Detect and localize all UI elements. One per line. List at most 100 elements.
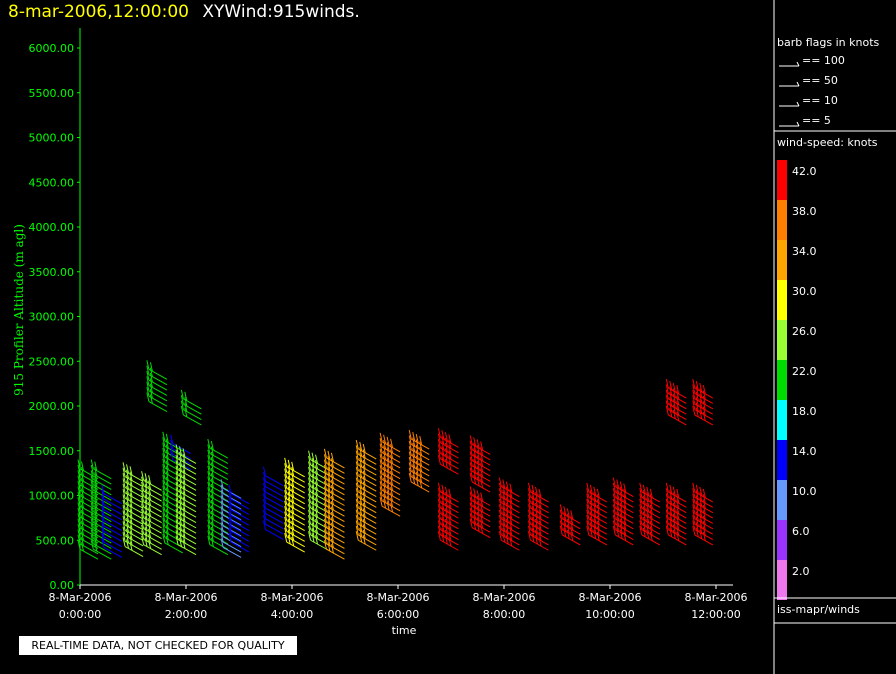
wind-barb xyxy=(90,502,112,523)
wind-barb xyxy=(90,513,112,533)
wind-barb xyxy=(692,515,714,535)
wind-barb xyxy=(308,509,329,530)
wind-barb xyxy=(586,525,608,546)
wind-barb xyxy=(175,455,197,475)
wind-barb xyxy=(498,520,520,540)
y-tick-label: 3500.00 xyxy=(29,266,75,279)
wind-barb xyxy=(220,527,242,548)
wind-barb xyxy=(263,472,284,492)
wind-barb xyxy=(323,518,345,539)
wind-barb xyxy=(207,465,229,486)
speed-swatch xyxy=(777,280,787,320)
speed-swatch xyxy=(777,200,787,240)
wind-barb xyxy=(162,533,184,554)
wind-barb xyxy=(498,477,520,497)
wind-barb xyxy=(77,529,99,549)
wind-barb xyxy=(220,511,242,531)
barb-legend-title: barb flags in knots xyxy=(777,36,880,49)
wind-barb xyxy=(207,535,229,556)
wind-barb xyxy=(228,527,250,548)
wind-barb xyxy=(355,525,377,546)
title-product: XYWind:915winds. xyxy=(202,2,360,22)
wind-barb xyxy=(408,446,430,466)
wind-barb xyxy=(437,433,459,454)
wind-barb xyxy=(528,488,549,508)
wind-barb xyxy=(175,476,197,497)
wind-barb xyxy=(379,491,401,512)
wind-barb xyxy=(665,515,687,535)
wind-barb xyxy=(586,482,608,503)
wind-barb xyxy=(498,488,520,508)
wind-barb xyxy=(141,535,162,556)
wind-barb xyxy=(528,520,549,540)
wind-barb xyxy=(498,531,520,551)
wind-barb xyxy=(692,400,714,421)
y-tick-label: 2500.00 xyxy=(29,355,75,368)
x-tick-time: 6:00:00 xyxy=(377,608,419,621)
wind-barb xyxy=(141,498,162,518)
wind-barb xyxy=(207,455,229,475)
wind-barb xyxy=(586,488,608,508)
y-tick-label: 1000.00 xyxy=(29,490,75,503)
wind-barb xyxy=(284,457,305,478)
wind-barb xyxy=(77,459,99,480)
speed-label: 38.0 xyxy=(792,205,817,218)
wind-barb xyxy=(146,381,168,402)
wind-barb xyxy=(586,520,608,540)
wind-barb xyxy=(90,518,112,539)
wind-barb xyxy=(323,448,345,469)
wind-barb xyxy=(220,489,242,510)
wind-barb xyxy=(175,460,197,480)
wind-barb xyxy=(612,493,634,514)
wind-barb xyxy=(207,503,229,523)
wind-barb xyxy=(146,370,168,391)
wind-barb xyxy=(437,482,459,503)
wind-barb xyxy=(469,507,491,528)
wind-barb xyxy=(101,527,123,548)
wind-barb xyxy=(379,454,401,474)
wind-barb xyxy=(228,511,250,531)
wind-barb xyxy=(308,482,329,503)
wind-barb xyxy=(284,463,305,483)
wind-barb xyxy=(284,495,305,515)
wind-barb xyxy=(180,405,202,426)
wind-barb xyxy=(379,486,401,506)
wind-barb xyxy=(308,531,329,551)
wind-barb xyxy=(692,378,714,399)
y-tick-label: 500.00 xyxy=(36,534,75,547)
wind-barb xyxy=(692,525,714,546)
wind-barb xyxy=(665,493,687,514)
speed-swatch xyxy=(777,520,787,560)
speed-swatch xyxy=(777,160,787,200)
x-tick-date: 8-Mar-2006 xyxy=(261,591,324,604)
wind-barb xyxy=(528,482,549,503)
speed-label: 26.0 xyxy=(792,325,817,338)
wind-barb xyxy=(355,515,377,535)
wind-barb xyxy=(90,507,112,528)
wind-barb xyxy=(469,502,491,523)
wind-barb xyxy=(639,488,661,508)
wind-barb xyxy=(469,513,491,533)
x-tick-time: 2:00:00 xyxy=(165,608,207,621)
wind-barb xyxy=(175,444,197,464)
wind-barb xyxy=(141,476,162,497)
wind-barb xyxy=(77,470,99,490)
wind-barb xyxy=(528,525,549,546)
barb-legend-label: == 50 xyxy=(802,74,838,87)
wind-barb xyxy=(284,500,305,521)
wind-barb xyxy=(586,509,608,530)
wind-barb xyxy=(639,504,661,524)
wind-barb xyxy=(408,430,430,450)
wind-barb xyxy=(498,504,520,524)
speed-label: 42.0 xyxy=(792,165,817,178)
wind-barb xyxy=(122,505,144,525)
wind-barb xyxy=(692,405,714,426)
wind-barb xyxy=(220,516,242,537)
wind-barb xyxy=(639,493,661,514)
wind-barb xyxy=(498,509,520,530)
wind-barb xyxy=(180,395,202,415)
wind-barb xyxy=(408,440,430,461)
wind-barb xyxy=(612,525,634,546)
speed-label: 10.0 xyxy=(792,485,817,498)
wind-barb xyxy=(90,540,112,560)
